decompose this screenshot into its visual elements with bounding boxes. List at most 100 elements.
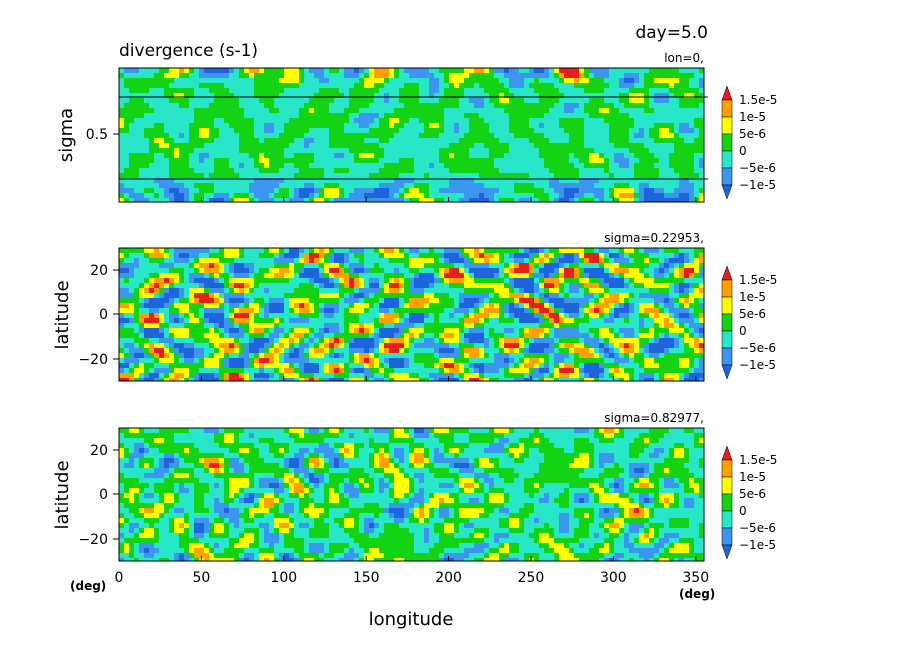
field-cell (539, 78, 545, 84)
field-cell (279, 258, 285, 264)
field-cell (509, 73, 515, 79)
field-cell (284, 298, 290, 304)
field-cell (399, 193, 405, 199)
field-cell (174, 198, 180, 202)
field-cell (589, 308, 595, 314)
field-cell (479, 198, 485, 202)
field-cell (349, 78, 355, 84)
field-cell (599, 163, 605, 169)
field-cell (304, 113, 310, 119)
field-cell (604, 303, 610, 309)
field-cell (364, 308, 370, 314)
field-cell (534, 118, 540, 124)
field-cell (219, 168, 225, 174)
field-cell (659, 293, 665, 299)
field-cell (464, 83, 470, 89)
field-cell (294, 303, 300, 309)
field-cell (564, 78, 570, 84)
field-cell (504, 183, 510, 189)
field-cell (269, 128, 275, 134)
field-cell (269, 193, 275, 199)
field-cell (404, 173, 410, 179)
field-cell (539, 293, 545, 299)
field-cell (484, 183, 490, 189)
field-cell (289, 198, 295, 202)
field-cell (119, 258, 125, 264)
field-cell (274, 313, 280, 319)
field-cell (264, 83, 270, 89)
field-cell (279, 263, 285, 269)
field-cell (169, 68, 175, 74)
field-cell (549, 118, 555, 124)
field-cell (124, 138, 130, 144)
field-cell (574, 168, 580, 174)
field-cell (214, 78, 220, 84)
field-cell (409, 108, 415, 114)
field-cell (259, 248, 265, 254)
field-cell (424, 163, 430, 169)
field-cell (664, 143, 670, 149)
field-cell (509, 148, 515, 154)
field-cell (379, 158, 385, 164)
field-cell (524, 153, 530, 159)
field-cell (324, 173, 330, 179)
field-cell (294, 298, 300, 304)
field-cell (529, 83, 535, 89)
field-cell (539, 198, 545, 202)
field-cell (334, 138, 340, 144)
field-cell (329, 283, 335, 289)
field-cell (479, 313, 485, 319)
panel2-field (119, 248, 704, 381)
field-cell (679, 183, 685, 189)
field-cell (124, 158, 130, 164)
field-cell (149, 323, 155, 329)
field-cell (374, 118, 380, 124)
field-cell (569, 108, 575, 114)
field-cell (674, 98, 680, 104)
field-cell (614, 273, 620, 279)
field-cell (564, 318, 570, 324)
field-cell (189, 183, 195, 189)
field-cell (634, 273, 640, 279)
field-cell (524, 143, 530, 149)
field-cell (294, 118, 300, 124)
field-cell (369, 183, 375, 189)
field-cell (484, 143, 490, 149)
field-cell (379, 133, 385, 139)
field-cell (639, 188, 645, 194)
field-cell (164, 153, 170, 159)
field-cell (239, 93, 245, 99)
field-cell (579, 68, 585, 74)
field-cell (584, 268, 590, 274)
field-cell (509, 163, 515, 169)
field-cell (624, 138, 630, 144)
field-cell (374, 278, 380, 284)
field-cell (349, 173, 355, 179)
field-cell (424, 193, 430, 199)
field-cell (679, 173, 685, 179)
field-cell (154, 113, 160, 119)
field-cell (269, 293, 275, 299)
field-cell (674, 318, 680, 324)
field-cell (284, 283, 290, 289)
field-cell (364, 163, 370, 169)
field-cell (124, 318, 130, 324)
field-cell (659, 308, 665, 314)
field-cell (184, 78, 190, 84)
field-cell (254, 113, 260, 119)
field-cell (539, 168, 545, 174)
field-cell (499, 138, 505, 144)
field-cell (529, 198, 535, 202)
field-cell (189, 168, 195, 174)
field-cell (209, 323, 215, 329)
field-cell (404, 248, 410, 254)
field-cell (449, 93, 455, 99)
field-cell (549, 288, 555, 294)
field-cell (284, 128, 290, 134)
field-cell (384, 173, 390, 179)
field-cell (479, 143, 485, 149)
field-cell (169, 138, 175, 144)
field-cell (269, 123, 275, 129)
field-cell (249, 313, 255, 319)
field-cell (434, 258, 440, 264)
